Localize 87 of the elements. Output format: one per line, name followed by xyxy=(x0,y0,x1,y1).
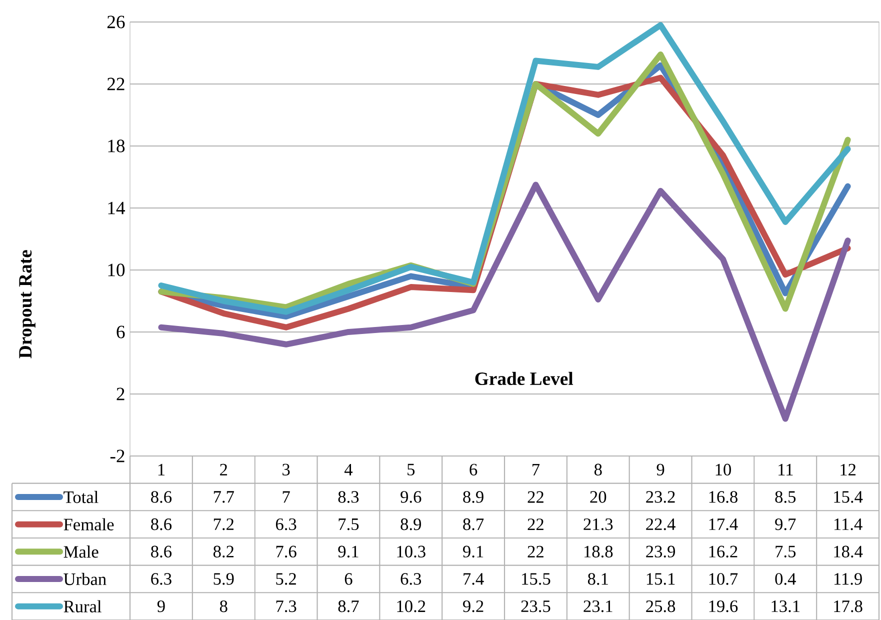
data-label: 15.5 xyxy=(522,573,550,585)
x-tick-label: 9 xyxy=(656,464,664,476)
legend-label: Male xyxy=(64,546,98,558)
x-tick-label: 8 xyxy=(594,464,602,476)
data-label: 8.5 xyxy=(775,491,796,503)
y-tick-label: 10 xyxy=(108,264,125,276)
data-label: 8.7 xyxy=(463,518,484,530)
legend-label: Total xyxy=(64,490,98,504)
x-tick-label: 1 xyxy=(158,464,165,476)
data-label: 15.1 xyxy=(646,573,675,585)
data-label: 6.3 xyxy=(151,573,172,585)
data-label: 10.7 xyxy=(709,573,738,585)
data-label: 7.5 xyxy=(338,518,359,530)
data-label: 7.5 xyxy=(776,546,796,558)
data-label: 15.4 xyxy=(834,491,863,503)
data-label: 21.3 xyxy=(584,518,613,530)
data-label: 22 xyxy=(528,491,544,503)
data-label: 23.9 xyxy=(646,546,675,558)
data-label: 16.8 xyxy=(709,491,738,503)
y-tick-label: -2 xyxy=(110,450,124,462)
data-label: 8.3 xyxy=(338,491,359,503)
y-tick-label: 14 xyxy=(108,202,126,214)
x-tick-label: 11 xyxy=(778,464,793,476)
data-label: 17.8 xyxy=(834,600,862,612)
data-label: 7.2 xyxy=(214,518,234,530)
data-label: 23.2 xyxy=(646,491,675,503)
data-label: 6.3 xyxy=(400,573,422,585)
data-label: 9.2 xyxy=(463,600,484,612)
data-label: 8.7 xyxy=(338,600,359,612)
data-label: 17.4 xyxy=(709,518,738,530)
data-label: 8.6 xyxy=(151,491,172,503)
data-label: 11.4 xyxy=(834,518,862,530)
data-label: 7.6 xyxy=(276,546,296,558)
data-label: 5.2 xyxy=(276,573,296,585)
x-tick-label: 3 xyxy=(282,464,290,476)
data-label: 8.9 xyxy=(400,518,421,530)
x-tick-label: 2 xyxy=(220,464,228,476)
data-label: 7.4 xyxy=(464,573,484,585)
data-label: 20 xyxy=(590,491,606,503)
data-label: 6 xyxy=(344,573,352,585)
data-label: 25.8 xyxy=(646,600,676,612)
x-tick-label: 6 xyxy=(470,464,478,476)
x-tick-label: 4 xyxy=(344,464,353,476)
data-label: 16.2 xyxy=(709,546,738,558)
data-label: 11.9 xyxy=(834,573,862,585)
data-label: 19.6 xyxy=(709,600,738,612)
data-label: 10.2 xyxy=(397,600,426,612)
data-label: 22 xyxy=(528,518,544,530)
x-tick-label: 7 xyxy=(532,464,540,476)
data-label: 0.4 xyxy=(775,573,796,585)
y-tick-label: 18 xyxy=(108,140,125,152)
x-tick-label: 10 xyxy=(716,464,731,476)
data-label: 13.1 xyxy=(772,600,800,612)
data-label: 8 xyxy=(220,600,228,612)
legend-label: Urban xyxy=(64,572,106,586)
data-label: 8.1 xyxy=(588,573,608,585)
data-label: 23.5 xyxy=(521,600,550,612)
data-label: 22.4 xyxy=(646,518,676,530)
data-label: 23.1 xyxy=(584,600,612,612)
data-label: 8.6 xyxy=(151,546,172,558)
data-label: 10.3 xyxy=(397,546,426,558)
y-tick-label: 6 xyxy=(116,326,125,338)
data-label: 7 xyxy=(282,491,290,503)
data-label: 7.3 xyxy=(276,600,296,612)
data-label: 18.8 xyxy=(584,546,613,558)
data-label: 18.4 xyxy=(834,546,863,558)
y-tick-label: 2 xyxy=(116,388,124,400)
data-label: 9.1 xyxy=(463,546,484,558)
data-label: 7.7 xyxy=(214,491,234,503)
legend-label: Female xyxy=(64,518,114,530)
x-tick-label: 12 xyxy=(840,464,856,476)
data-label: 9.7 xyxy=(775,518,796,530)
data-label: 9.1 xyxy=(338,546,358,558)
data-label: 9.6 xyxy=(400,491,422,503)
legend-label: Rural xyxy=(64,600,102,612)
x-tick-label: 5 xyxy=(408,464,415,476)
y-tick-label: 26 xyxy=(107,16,125,28)
data-label: 5.9 xyxy=(214,573,234,585)
data-label: 9 xyxy=(157,600,165,612)
data-label: 22 xyxy=(528,546,544,558)
data-label: 8.6 xyxy=(151,518,172,530)
y-tick-label: 22 xyxy=(107,78,124,90)
data-label: 8.2 xyxy=(213,546,234,558)
y-axis-title: Dropout Rate xyxy=(19,250,36,358)
data-label: 8.9 xyxy=(463,491,484,503)
data-label: 6.3 xyxy=(276,518,296,530)
x-axis-title: Grade Level xyxy=(475,372,574,386)
